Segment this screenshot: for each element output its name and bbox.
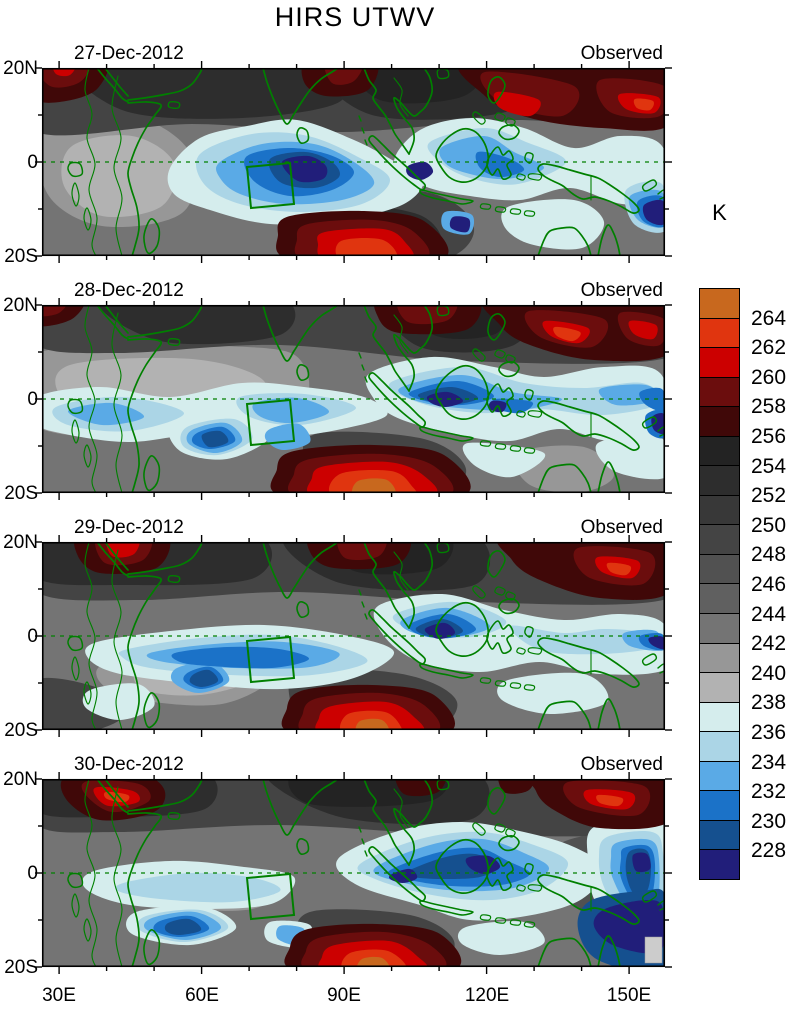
colorbar-segment — [700, 702, 739, 733]
panel-2-header: 28-Dec-2012 Observed — [42, 280, 665, 302]
colorbar-tick-label: 234 — [751, 750, 787, 774]
colorbar-tick-label: 250 — [751, 513, 787, 537]
colorbar-tick-label: 246 — [751, 573, 787, 596]
colorbar-segment — [700, 732, 739, 762]
colorbar-segment — [700, 377, 739, 408]
colorbar-tick-label: 264 — [751, 306, 787, 330]
colorbar-segment — [700, 495, 739, 526]
x-tick-label: 90E — [327, 985, 361, 1006]
panel-4-date: 30-Dec-2012 — [74, 754, 184, 775]
panel-2-source: Observed — [580, 280, 663, 301]
colorbar-segment — [700, 791, 739, 821]
x-tick-label: 30E — [42, 985, 76, 1006]
panel-1-date: 27-Dec-2012 — [74, 43, 184, 64]
panel-2: 28-Dec-2012 Observed 20N 0 20S — [3, 280, 672, 504]
colorbar-segment — [700, 761, 739, 792]
panel-3: 29-Dec-2012 Observed 20N 0 20S — [3, 517, 672, 741]
map-panel-3 — [35, 535, 672, 737]
x-tick-label: 60E — [185, 985, 219, 1006]
x-tick-label: 150E — [606, 985, 652, 1006]
colorbar-segment — [700, 348, 739, 378]
y-tick-label-20s: 20S — [4, 720, 38, 741]
x-axis: 30E 60E 90E 120E 150E — [42, 985, 665, 1009]
y-tick-label-20n: 20N — [3, 769, 38, 790]
panel-1-header: 27-Dec-2012 Observed — [42, 43, 665, 65]
y-tick-label-20n: 20N — [3, 295, 38, 316]
panel-4-header: 30-Dec-2012 Observed — [42, 754, 665, 776]
colorbar-unit: K — [712, 200, 727, 225]
y-tick-label-20n: 20N — [3, 532, 38, 553]
colorbar-segment — [700, 466, 739, 496]
panel-2-date: 28-Dec-2012 — [74, 280, 184, 301]
colorbar-segment — [700, 436, 739, 467]
panel-3-date: 29-Dec-2012 — [74, 517, 184, 538]
colorbar-tick-label: 262 — [751, 336, 787, 360]
colorbar-tick-label: 232 — [751, 780, 787, 804]
panel-1-source: Observed — [580, 43, 663, 64]
y-tick-label-20s: 20S — [4, 246, 38, 267]
panel-3-source: Observed — [580, 517, 663, 538]
colorbar-tick-label: 254 — [751, 454, 787, 478]
y-tick-label-20n: 20N — [3, 58, 38, 79]
colorbar-segment — [700, 525, 739, 555]
colorbar-segment — [700, 584, 739, 615]
colorbar-tick-label: 228 — [751, 839, 787, 863]
colorbar-segment — [700, 554, 739, 585]
colorbar-tick-label: 236 — [751, 721, 787, 744]
y-tick-label-0: 0 — [27, 863, 38, 884]
colorbar-segment — [700, 614, 739, 644]
map-panel-2 — [35, 298, 672, 500]
y-tick-label-20s: 20S — [4, 483, 38, 504]
colorbar-tick-label: 240 — [751, 661, 787, 685]
page-title: HIRS UTWV — [274, 2, 436, 32]
y-tick-label-0: 0 — [27, 626, 38, 647]
colorbar-tick-label: 260 — [751, 365, 787, 389]
y-tick-label-20s: 20S — [4, 957, 38, 978]
colorbar-tick-label: 242 — [751, 632, 787, 656]
colorbar-segment — [700, 643, 739, 674]
y-tick-label-0: 0 — [27, 152, 38, 173]
colorbar-segment — [700, 820, 739, 851]
x-tick-label: 120E — [464, 985, 510, 1006]
panel-1: 27-Dec-2012 Observed 20N 0 20S — [3, 43, 672, 267]
colorbar-tick-label: 256 — [751, 425, 787, 448]
panel-3-header: 29-Dec-2012 Observed — [42, 517, 665, 539]
colorbar-tick-label: 244 — [751, 602, 787, 626]
colorbar-tick-label: 238 — [751, 691, 787, 715]
colorbar — [699, 288, 740, 880]
colorbar-tick-label: 252 — [751, 484, 787, 508]
colorbar-segment — [700, 318, 739, 349]
map-panel-4 — [35, 772, 672, 974]
colorbar-segment — [700, 289, 739, 319]
colorbar-segment — [700, 673, 739, 703]
panel-4-source: Observed — [580, 754, 663, 775]
colorbar-segment — [700, 407, 739, 437]
y-tick-label-0: 0 — [27, 389, 38, 410]
colorbar-tick-label: 258 — [751, 395, 787, 419]
colorbar-tick-label: 248 — [751, 543, 787, 567]
map-panel-1 — [35, 61, 672, 263]
panel-4: 30-Dec-2012 Observed 20N 0 20S — [3, 754, 672, 978]
colorbar-segment — [700, 850, 739, 879]
colorbar-tick-label: 230 — [751, 809, 787, 833]
